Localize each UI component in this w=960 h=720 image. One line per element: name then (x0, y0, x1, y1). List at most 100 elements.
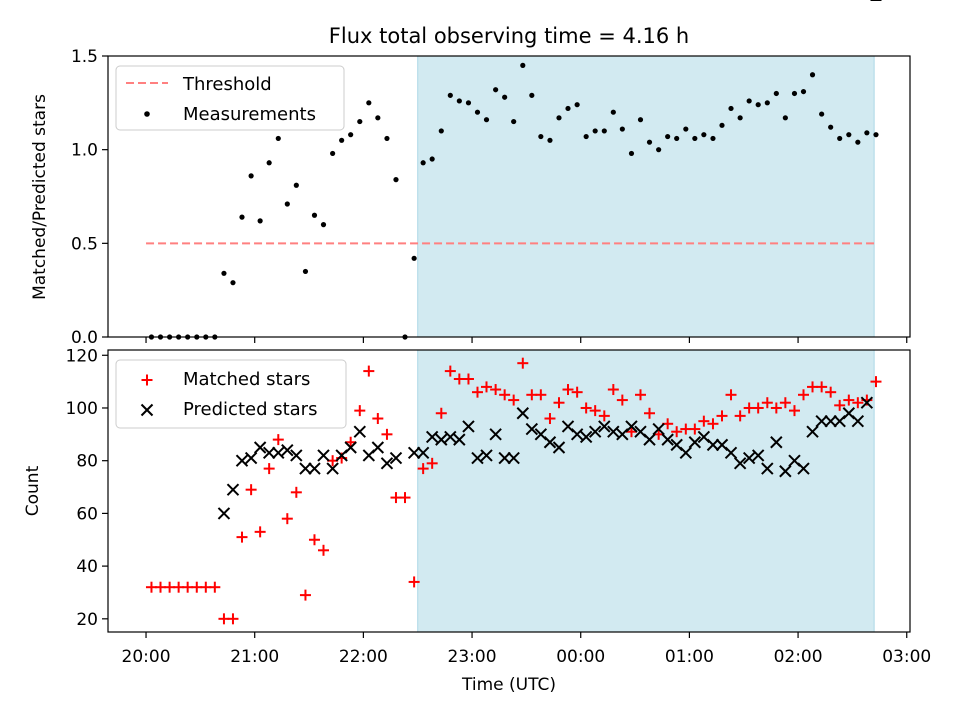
predicted-star-point (380, 457, 394, 470)
matched-star-point (689, 423, 701, 435)
matched-star-point (843, 394, 855, 406)
measurement-point (556, 115, 562, 121)
measurement-point (782, 115, 788, 121)
predicted-star-point (416, 446, 430, 459)
predicted-star-point (742, 451, 756, 465)
predicted-legend-label: Predicted stars (183, 399, 317, 420)
x-tick-label: 02:00 (774, 647, 823, 667)
matched-star-point (644, 407, 656, 419)
y-tick-label: 60 (76, 504, 98, 524)
predicted-star-point (471, 451, 484, 465)
matched-star-point (671, 426, 683, 438)
predicted-star-point (244, 451, 258, 465)
predicted-star-point (371, 441, 385, 454)
matched-star-point (408, 576, 420, 588)
y-tick-label: 0.0 (71, 328, 98, 348)
x-tick-label: 01:00 (665, 647, 714, 667)
measurements-legend-label: Measurements (183, 104, 316, 125)
measurement-point (592, 128, 598, 134)
measurement-point (674, 135, 680, 142)
measurement-point (275, 135, 281, 142)
matched-star-point (562, 384, 574, 396)
measurement-point (330, 150, 336, 157)
predicted-star-point (770, 436, 783, 449)
matched-star-point (779, 397, 791, 409)
matched-star-point (363, 365, 375, 377)
bottom-x-ticks: 20:00 21:00 22:00 23:00 00:00 01:00 02:00 03:00 (122, 632, 931, 667)
matched-star-point (798, 389, 810, 401)
measurement-point (628, 150, 635, 157)
measurement-point (665, 133, 671, 140)
y-tick-label: 120 (66, 346, 98, 366)
predicted-star-point (462, 420, 475, 433)
predicted-star-point (761, 462, 774, 475)
matched-legend-swatch (141, 374, 153, 386)
matched-star-point (462, 373, 474, 385)
matched-star-point (698, 415, 710, 427)
measurement-point (646, 139, 653, 145)
predicted-star-point (281, 443, 294, 457)
bottom-panel: 20 40 60 80 100 120 20:00 21:00 22:00 23:00 00:00… (23, 0, 931, 695)
predicted-legend-marker (140, 403, 154, 417)
y-tick-label: 20 (76, 610, 98, 630)
predicted-star-point (480, 449, 493, 462)
top-measurements (148, 62, 879, 340)
predicted-star-point (290, 449, 303, 462)
predicted-star-point (226, 483, 240, 496)
bottom-axes-frame (107, 349, 911, 633)
y-tick-label: 1.5 (71, 47, 98, 67)
measurement-point (357, 118, 363, 125)
top-axes-frame (107, 55, 911, 338)
predicted-star-point (688, 436, 702, 449)
matched-star-point (834, 399, 846, 411)
measurement-point (474, 109, 481, 115)
measurement-point (447, 92, 453, 98)
predicted-star-point (797, 462, 810, 475)
x-tick-label: 21:00 (230, 647, 279, 667)
predicted-star-point (425, 430, 439, 444)
predicted-star-point (733, 457, 747, 470)
matched-star-point (499, 389, 511, 401)
predicted-star-point (498, 451, 511, 465)
measurement-point (230, 280, 236, 286)
measurement-point (846, 132, 852, 138)
measurement-point (547, 137, 553, 143)
measurement-point (438, 128, 444, 134)
predicted-legend-swatch (140, 403, 154, 417)
measurement-point (348, 132, 354, 138)
measurement-point (773, 90, 779, 97)
measurement-point (266, 160, 272, 166)
predicted-star-point (815, 414, 828, 428)
x-tick-label: 20:00 (122, 647, 171, 667)
measurement-point (411, 255, 417, 261)
matched-star-point (272, 434, 284, 446)
threshold-legend-label: Threshold (182, 74, 272, 95)
matched-star-point (444, 365, 456, 377)
measurement-point (384, 135, 390, 142)
measurement-point (701, 132, 707, 138)
predicted-star-point (652, 422, 665, 436)
measurement-point (601, 128, 607, 134)
matched-star-point (571, 386, 583, 398)
measurement-point (502, 94, 508, 100)
predicted-star-point (706, 438, 720, 452)
matched-star-point (816, 381, 828, 393)
measurement-point (366, 100, 372, 106)
matched-star-point (299, 589, 311, 601)
measurement-point (791, 90, 798, 97)
predicted-star-point (262, 446, 276, 459)
predicted-star-point (552, 441, 566, 454)
y-tick-label: 80 (76, 452, 98, 472)
matched-star-point (870, 376, 882, 388)
measurement-point (583, 133, 589, 140)
bottom-legend: Matched stars Predicted stars (115, 359, 347, 429)
matched-star-point (616, 394, 628, 406)
chart-title: Flux total observing time = 4.16 h (329, 24, 689, 48)
predicted-star-point (525, 422, 539, 436)
matched-legend-label: Matched stars (183, 369, 310, 390)
matched-star-point (734, 410, 746, 422)
matched-star-point (508, 394, 520, 406)
predicted-star-point (308, 462, 321, 475)
measurement-point (511, 118, 517, 125)
